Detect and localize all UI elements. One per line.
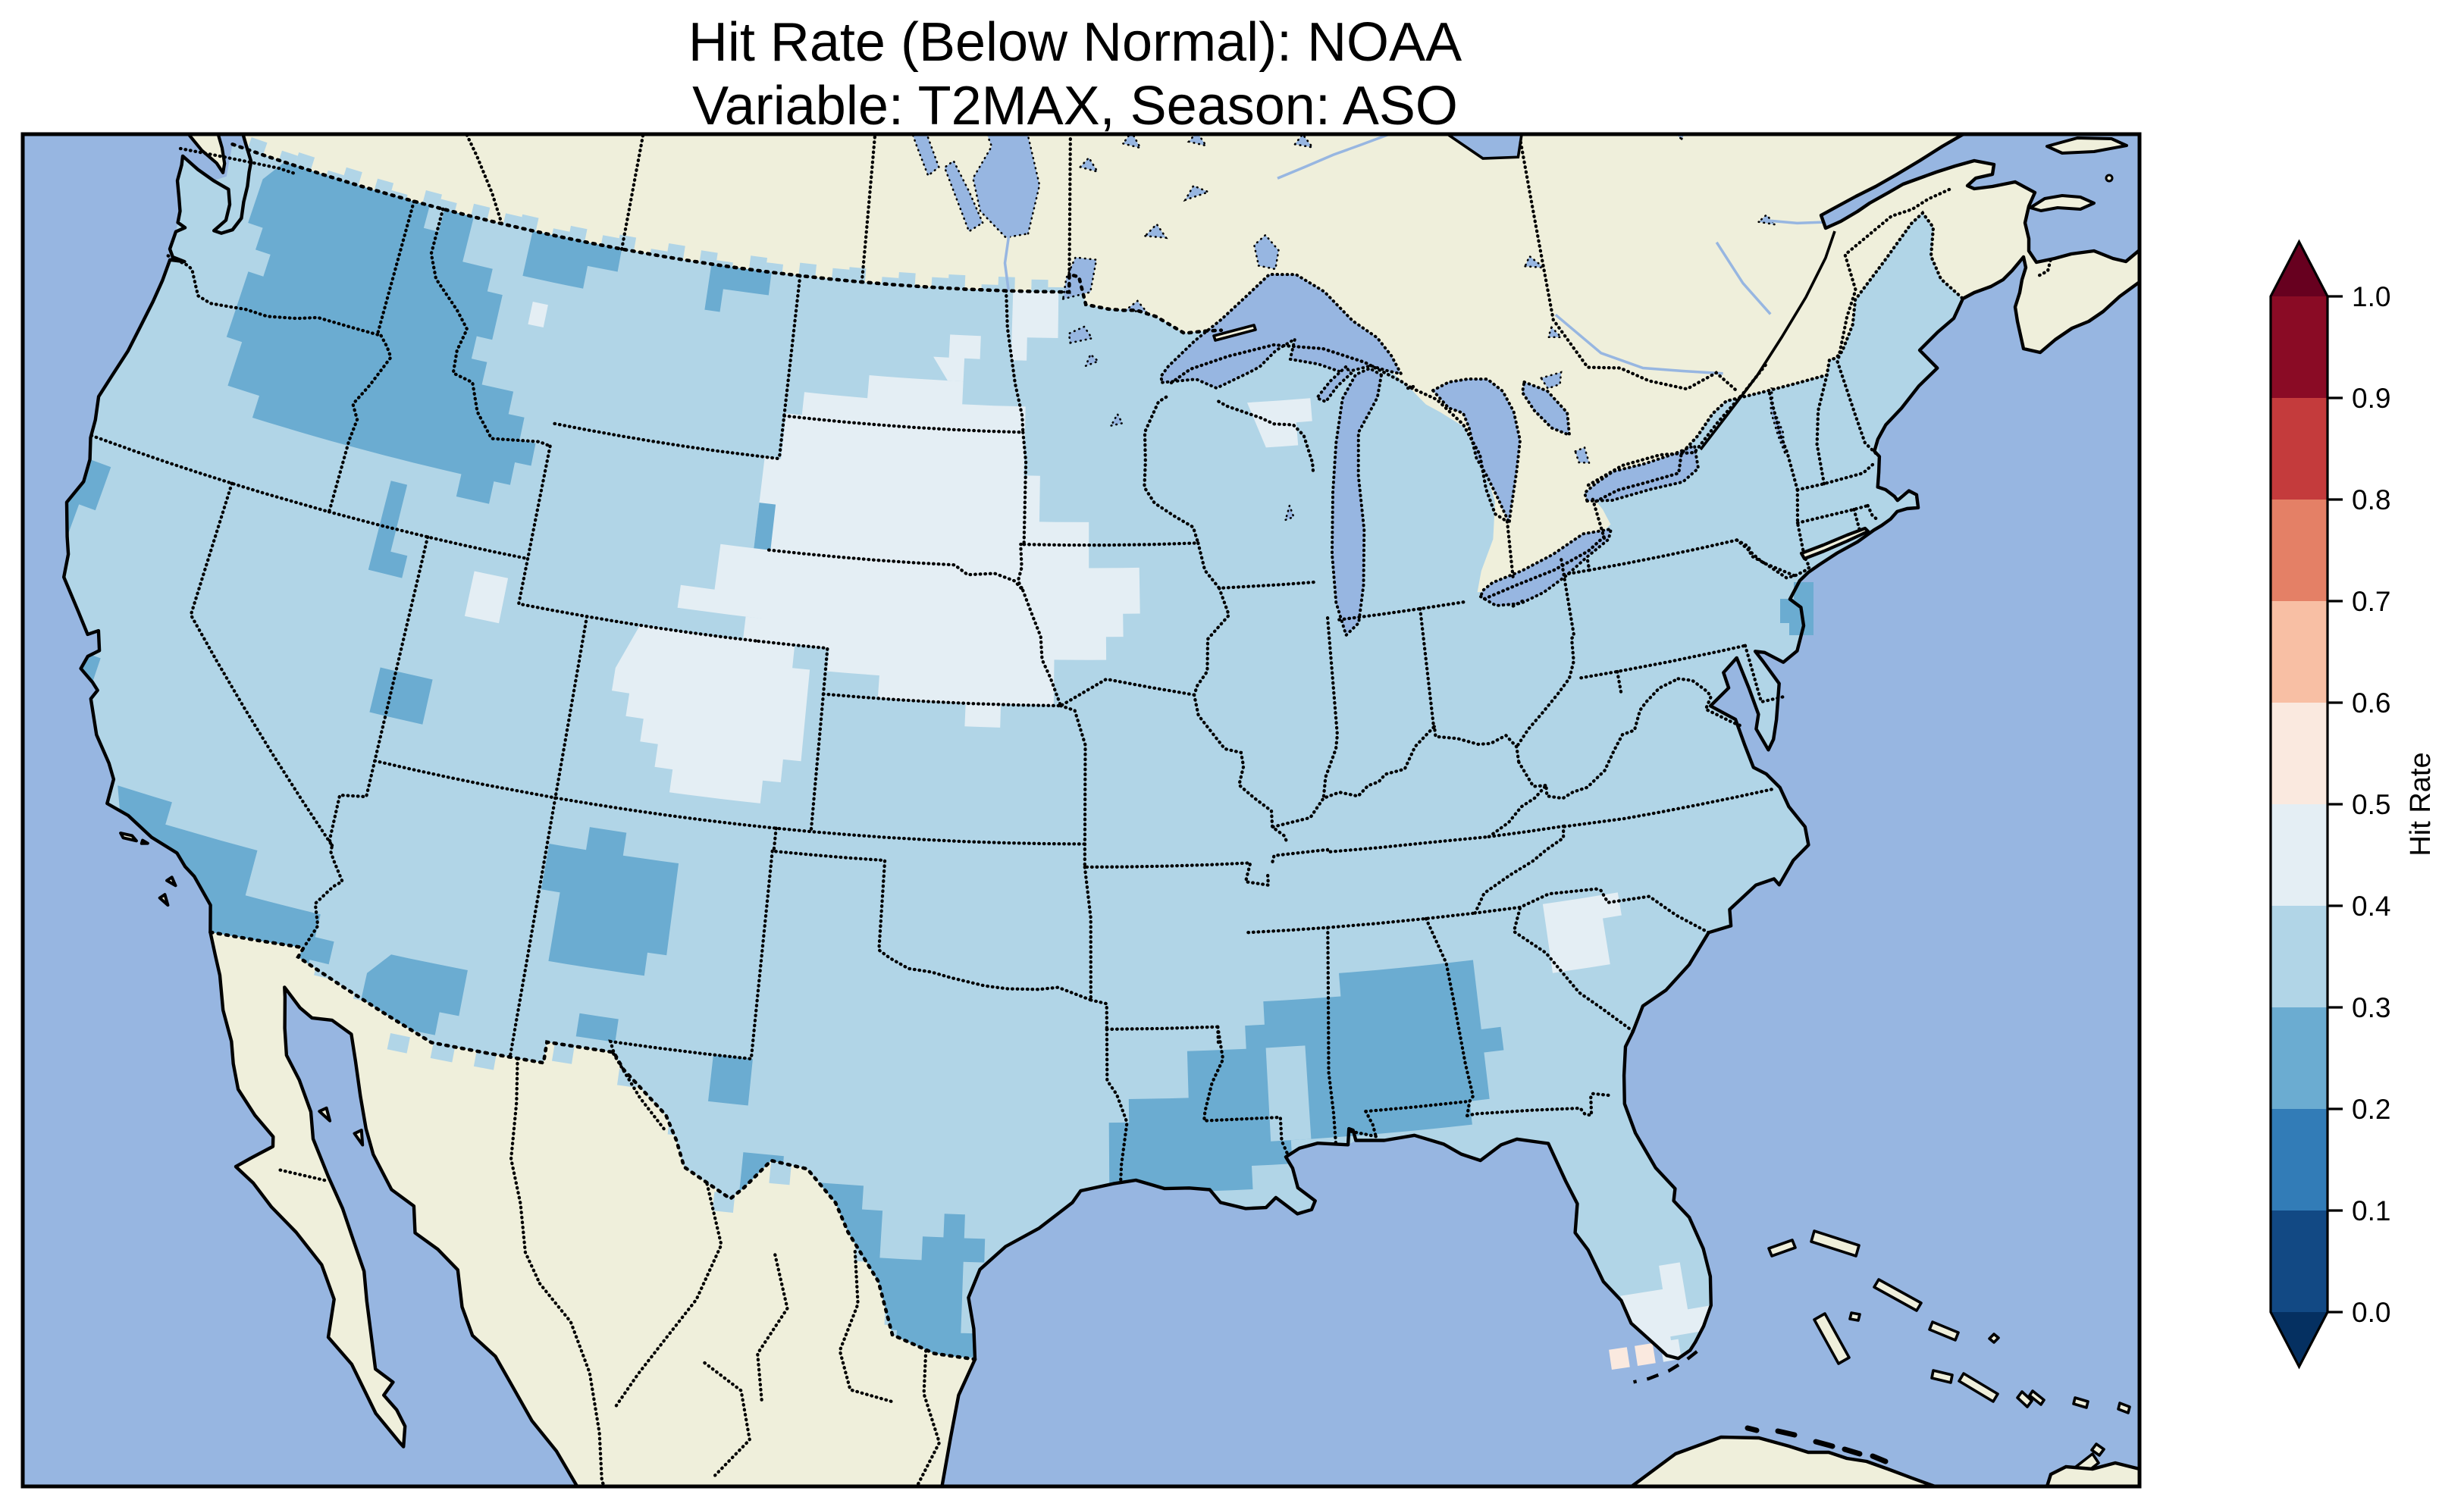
svg-text:0.8: 0.8 <box>2352 484 2390 515</box>
svg-text:0.4: 0.4 <box>2352 891 2390 922</box>
svg-text:0.6: 0.6 <box>2352 687 2390 719</box>
svg-text:Hit Rate: Hit Rate <box>2405 752 2437 856</box>
svg-text:0.7: 0.7 <box>2352 586 2390 617</box>
svg-text:0.2: 0.2 <box>2352 1094 2390 1125</box>
svg-text:1.0: 1.0 <box>2352 281 2390 312</box>
svg-text:Hit Rate (Below Normal): NOAA: Hit Rate (Below Normal): NOAA <box>688 12 1462 73</box>
svg-text:0.3: 0.3 <box>2352 992 2390 1023</box>
svg-text:Variable: T2MAX, Season: ASO: Variable: T2MAX, Season: ASO <box>692 76 1458 136</box>
svg-text:0.5: 0.5 <box>2352 789 2390 820</box>
svg-text:0.1: 0.1 <box>2352 1195 2390 1226</box>
svg-text:0.0: 0.0 <box>2352 1297 2390 1328</box>
svg-text:0.9: 0.9 <box>2352 383 2390 414</box>
